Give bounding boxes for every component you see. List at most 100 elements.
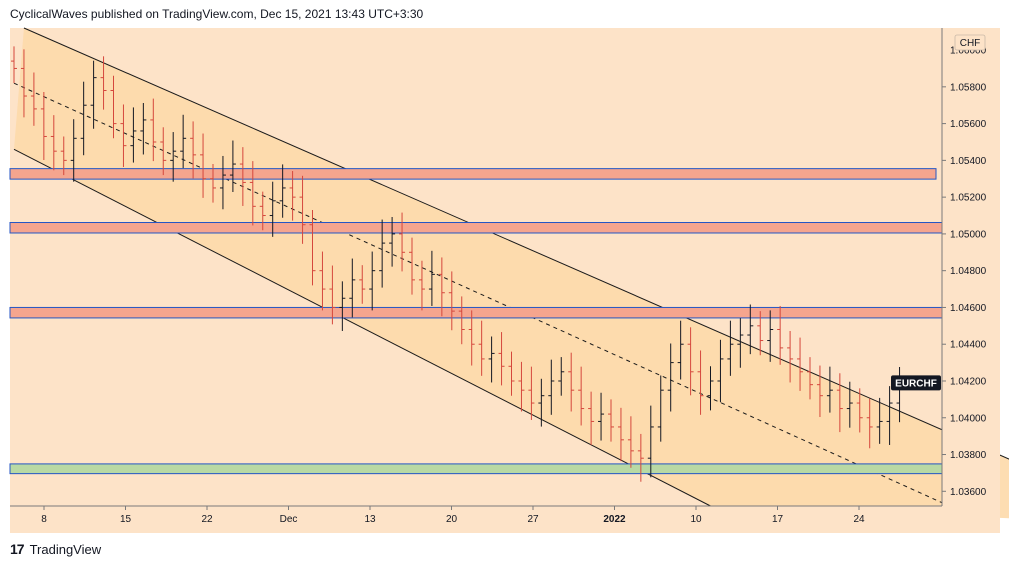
price-bar	[727, 320, 734, 376]
price-bar	[319, 251, 326, 311]
price-bar	[538, 378, 545, 427]
tradingview-logo-icon: 17	[10, 541, 25, 557]
price-bar	[767, 310, 774, 362]
price-bar	[886, 386, 893, 445]
price-bar	[667, 343, 674, 412]
price-bar	[836, 373, 843, 433]
price-bar	[418, 260, 425, 311]
y-tick-label: 1.05000	[950, 229, 987, 240]
x-tick-label: 24	[853, 514, 865, 525]
y-axis-ticks: 1.03600 1.03800 1.04000 1.04200 1.04400 1.046…	[942, 46, 987, 498]
price-bar	[657, 375, 664, 442]
symbol-price-badge: EURCHF	[891, 375, 941, 391]
price-bars	[11, 46, 903, 482]
currency-label: CHF	[960, 38, 981, 49]
x-tick-label: 17	[772, 514, 784, 525]
y-tick-label: 1.04400	[950, 340, 987, 351]
price-bar	[80, 81, 87, 156]
price-bar	[399, 212, 406, 272]
y-tick-label: 1.05400	[950, 156, 987, 167]
y-axis-panel[interactable]	[942, 28, 1000, 506]
price-bar	[627, 416, 634, 468]
price-bar	[637, 433, 644, 482]
brand-name: TradingView	[29, 541, 102, 557]
publish-attribution: CyclicalWaves published on TradingView.c…	[10, 7, 424, 21]
price-bar	[866, 398, 873, 449]
x-tick-label: 15	[120, 514, 132, 525]
price-bar	[488, 336, 495, 383]
price-bar	[617, 407, 624, 462]
x-tick-label: 10	[690, 514, 702, 525]
x-axis-panel[interactable]	[10, 506, 1000, 533]
price-bar	[140, 103, 147, 155]
price-bar	[588, 391, 595, 445]
price-bar	[299, 175, 306, 244]
price-bar	[379, 219, 386, 288]
resistance-zone-1	[9, 168, 937, 180]
x-tick-label: 2022	[603, 514, 626, 525]
price-bar	[30, 72, 37, 126]
price-bar	[309, 210, 316, 286]
price-bar	[826, 366, 833, 413]
price-bar	[70, 119, 77, 182]
price-bar	[11, 46, 17, 84]
price-bar	[787, 330, 794, 383]
price-bar	[50, 115, 57, 171]
price-bar	[498, 332, 505, 386]
price-bar	[458, 296, 465, 345]
price-bar	[170, 132, 177, 182]
price-bar	[359, 265, 366, 304]
price-bar	[180, 114, 187, 169]
price-bar	[876, 397, 883, 444]
price-bar	[737, 318, 744, 368]
x-tick-label: 20	[446, 514, 458, 525]
price-bar	[816, 365, 823, 418]
price-bar	[747, 304, 754, 355]
price-bar	[229, 140, 236, 192]
resistance-zone-2	[9, 222, 943, 234]
channel-mid-line	[13, 82, 950, 507]
price-bar	[428, 250, 435, 306]
price-bar	[438, 257, 445, 317]
price-bar	[20, 49, 27, 118]
price-bar	[647, 405, 654, 478]
price-bar	[249, 161, 256, 226]
x-tick-label: 22	[201, 514, 213, 525]
price-bar	[518, 361, 525, 412]
price-bar	[329, 265, 336, 325]
price-bar	[150, 98, 157, 162]
y-tick-label: 1.05200	[950, 193, 987, 204]
price-bar	[558, 357, 565, 396]
support-zone-4	[9, 463, 943, 475]
price-bar	[797, 337, 804, 391]
price-bar	[259, 191, 266, 231]
price-bar	[608, 399, 614, 442]
price-bar	[40, 91, 47, 161]
price-bar	[100, 56, 107, 110]
price-bar	[60, 136, 67, 176]
price-bar	[508, 351, 515, 396]
price-bar	[677, 320, 684, 380]
footer-brand[interactable]: 17 TradingView	[10, 541, 101, 557]
price-bar	[279, 164, 286, 218]
price-bar	[389, 216, 396, 267]
y-tick-label: 1.03800	[950, 450, 987, 461]
price-bar	[339, 281, 346, 331]
price-bar	[697, 350, 704, 415]
y-tick-label: 1.03600	[950, 487, 987, 498]
y-tick-label-top: 1.06000	[950, 46, 987, 57]
y-tick-label: 1.04200	[950, 376, 987, 387]
price-bar	[349, 258, 356, 318]
plot-area[interactable]	[9, 27, 1009, 524]
y-tick-label: 1.05800	[950, 82, 987, 93]
price-bar	[130, 107, 137, 163]
price-bar	[190, 121, 197, 179]
channel-layer	[13, 27, 1009, 519]
channel-fill	[14, 28, 1009, 519]
y-tick-label: 1.04000	[950, 413, 987, 424]
price-bar	[598, 392, 605, 441]
price-bar	[548, 359, 555, 415]
price-bar	[369, 251, 376, 311]
price-bar	[856, 388, 863, 433]
x-tick-label: 8	[41, 514, 47, 525]
